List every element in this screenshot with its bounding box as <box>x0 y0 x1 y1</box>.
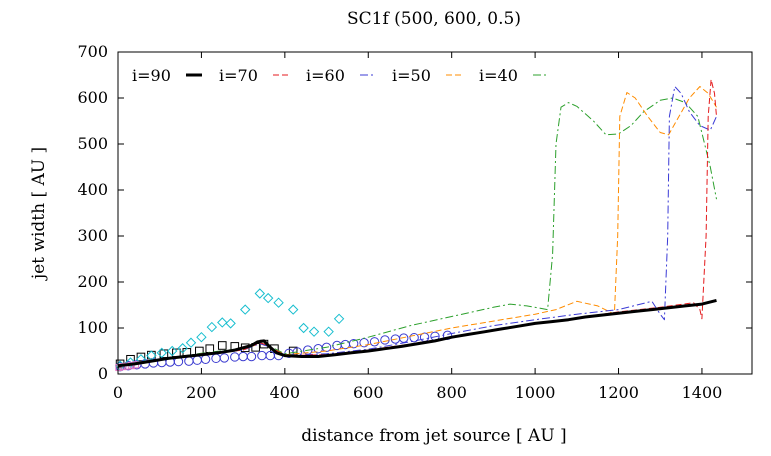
chart-title: SC1f (500, 600, 0.5) <box>347 9 521 29</box>
x-axis-label: distance from jet source [ AU ] <box>301 426 566 446</box>
y-tick-label: 600 <box>77 88 108 107</box>
legend: i=90 i=70 i=60 i=50 i=40 <box>132 66 549 85</box>
scatter-point-diamonds <box>206 321 218 333</box>
series-line-i=90 <box>117 298 717 368</box>
scatter-point-squares <box>136 352 146 362</box>
scatter-point-circles <box>230 352 240 362</box>
x-tick-label: 600 <box>353 383 384 402</box>
x-tick-label: 1200 <box>598 383 639 402</box>
scatter-point-diamonds <box>287 304 299 315</box>
scatter-point-circles <box>184 356 194 366</box>
scatter-point-circles <box>238 351 248 362</box>
scatter-point-circles <box>409 332 419 343</box>
scatter-point-diamonds <box>217 317 228 328</box>
scatter-point-diamonds <box>185 337 197 348</box>
legend-label-i=50: i=50 <box>392 66 431 85</box>
scatter-point-circles <box>332 340 342 351</box>
y-tick-label: 100 <box>77 318 108 337</box>
y-tick-label: 700 <box>77 42 108 61</box>
scatter-point-squares <box>205 344 215 353</box>
y-axis-label: jet width [ AU ] <box>29 147 49 281</box>
scatter-point-diamonds <box>240 304 251 315</box>
scatter-point-squares <box>217 341 227 350</box>
x-tick-label: 400 <box>270 383 301 402</box>
series-line-i=40 <box>117 97 717 367</box>
scatter-point-circles <box>246 351 257 362</box>
scatter-point-diamonds <box>333 313 345 325</box>
x-tick-label: 1000 <box>515 383 556 402</box>
scatter-point-diamonds <box>225 318 236 329</box>
scatter-point-diamonds <box>298 322 309 334</box>
scatter-point-circles <box>200 354 211 364</box>
scatter-point-circles <box>369 337 380 347</box>
scatter-point-diamonds <box>262 292 274 304</box>
scatter-point-diamonds <box>177 343 188 354</box>
scatter-point-circles <box>192 355 202 365</box>
scatter-point-diamonds <box>167 345 178 357</box>
y-tick-label: 300 <box>77 226 108 245</box>
x-tick-label: 200 <box>186 383 217 402</box>
series-line-i=60 <box>117 86 717 367</box>
x-tick-label: 0 <box>113 383 123 402</box>
legend-label-i=90: i=90 <box>132 66 171 85</box>
plot-frame <box>117 51 753 375</box>
scatter-point-diamonds <box>156 347 168 359</box>
y-tick-label: 0 <box>98 364 108 383</box>
scatter-point-circles <box>380 335 390 345</box>
scatter-point-circles <box>399 333 409 343</box>
scatter-point-circles <box>219 353 230 363</box>
legend-label-i=60: i=60 <box>306 66 345 85</box>
scatter-point-diamonds <box>308 326 320 337</box>
scatter-point-circles <box>211 353 221 364</box>
legend-label-i=40: i=40 <box>479 66 518 85</box>
scatter-point-diamonds <box>323 326 334 337</box>
series-line-i=70 <box>117 79 717 367</box>
x-tick-label: 800 <box>436 383 467 402</box>
scatter-point-circles <box>257 350 267 361</box>
x-tick-label: 1400 <box>682 383 723 402</box>
y-tick-label: 400 <box>77 180 108 199</box>
scatter-point-diamonds <box>254 288 266 299</box>
legend-label-i=70: i=70 <box>219 66 258 85</box>
y-tick-label: 200 <box>77 272 108 291</box>
scatter-point-diamonds <box>273 297 284 308</box>
scatter-point-circles <box>348 338 359 349</box>
scatter-point-diamonds <box>196 331 207 343</box>
scatter-point-circles <box>321 342 332 353</box>
y-tick-label: 500 <box>77 134 108 153</box>
